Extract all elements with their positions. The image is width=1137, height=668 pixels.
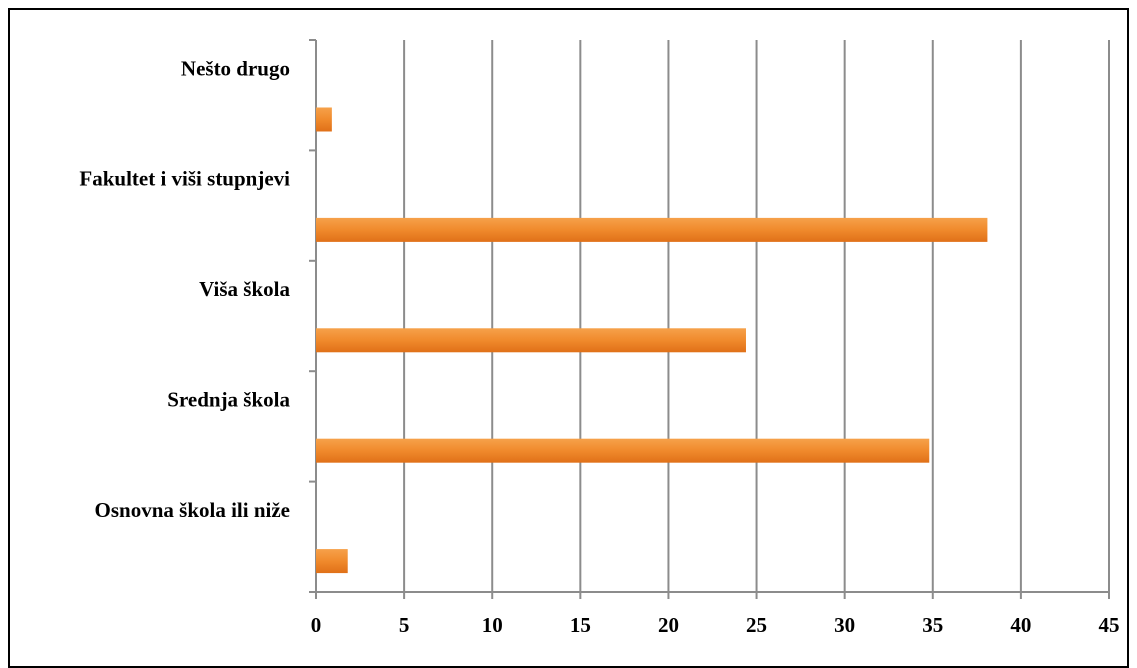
bar (316, 438, 930, 463)
x-tick-label: 15 (570, 613, 591, 637)
x-tick-label: 25 (746, 613, 767, 637)
gridlines (403, 40, 1110, 592)
x-tick-label: 30 (834, 613, 855, 637)
x-tick-label: 0 (311, 613, 322, 637)
category-label: Srednja škola (167, 388, 290, 412)
category-label: Osnovna škola ili niže (95, 498, 290, 522)
bar (316, 549, 348, 574)
x-tick-label: 5 (399, 613, 410, 637)
category-label: Nešto drugo (181, 56, 290, 80)
labels: 0 5 10 15 20 25 30 35 40 45 Osnovna škola ili niže… (79, 56, 1119, 637)
x-tick-label: 35 (922, 613, 943, 637)
x-tick-label: 45 (1099, 613, 1120, 637)
bar-chart: 0 5 10 15 20 25 30 35 40 45 Osnovna škola ili niže… (79, 39, 1120, 637)
x-tick-label: 40 (1010, 613, 1031, 637)
category-label: Fakultet i viši stupnjevi (79, 167, 290, 191)
x-tick-label: 20 (658, 613, 679, 637)
bar (316, 217, 988, 242)
x-tick-label: 10 (482, 613, 503, 637)
axes (309, 39, 1110, 599)
bar (316, 328, 746, 353)
bar (316, 107, 332, 132)
category-label: Viša škola (199, 277, 290, 301)
bars (316, 107, 988, 574)
